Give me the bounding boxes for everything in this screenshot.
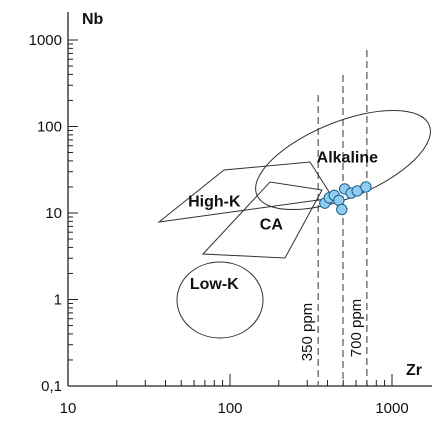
axis-tick-labels: 10 100 1000 0,1 1 10 100 1000: [29, 32, 409, 417]
axes: 10 100 1000 0,1 1 10 100 1000 Nb Zr: [29, 11, 432, 417]
field-label-alkaline: Alkaline: [317, 149, 378, 166]
field-high-k-outline: [157, 161, 334, 223]
x-axis-title: Zr: [406, 362, 422, 379]
y-tick-label: 1000: [29, 32, 62, 49]
reference-lines: 350 ppm 700 ppm: [299, 50, 368, 385]
x-tick-label: 10: [60, 400, 77, 417]
field-label-high-k: High-K: [188, 193, 241, 210]
data-point: [360, 181, 372, 193]
reference-label-350: 350 ppm: [299, 303, 316, 361]
reference-label-700: 700 ppm: [348, 299, 365, 357]
y-axis-title: Nb: [82, 11, 104, 28]
classification-fields: [157, 109, 431, 339]
y-tick-label: 1: [54, 292, 62, 309]
data-points: [319, 181, 372, 216]
field-ca-outline: [201, 181, 323, 259]
data-point: [336, 203, 348, 216]
y-tick-label: 100: [37, 119, 62, 136]
x-tick-label: 1000: [375, 400, 408, 417]
x-tick-label: 100: [217, 400, 242, 417]
field-low-k-outline: [176, 261, 264, 339]
y-tick-label: 10: [45, 205, 62, 222]
field-labels: Alkaline High-K CA Low-K: [188, 149, 378, 293]
field-label-low-k: Low-K: [190, 276, 239, 293]
y-tick-label: 0,1: [41, 378, 62, 395]
axis-ticks: [67, 39, 393, 387]
field-label-ca: CA: [260, 216, 284, 233]
